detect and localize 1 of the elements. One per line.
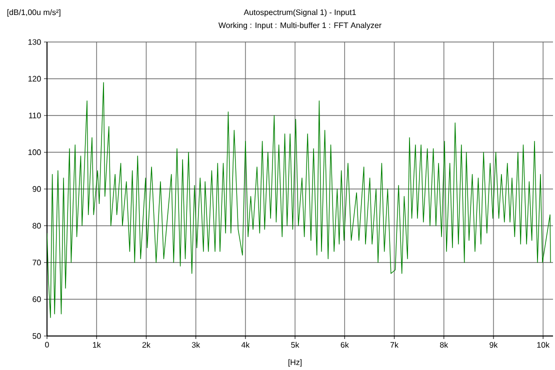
line-series bbox=[47, 82, 551, 318]
